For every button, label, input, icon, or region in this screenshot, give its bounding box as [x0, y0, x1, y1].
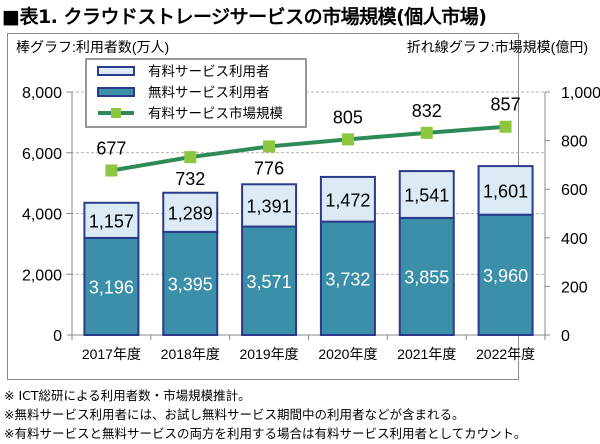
legend-free-users-label: 無料サービス利用者 [148, 85, 270, 100]
footnote-2: ※無料サービス利用者には、お試し無料サービス期間中の利用者などが含まれる。 [4, 407, 465, 422]
left-tick-label: 8,000 [22, 85, 62, 102]
market-size-marker [420, 126, 433, 139]
footnote-3: ※有料サービスと無料サービスの両方を利用する場合は有料サービス利用者としてカウン… [4, 426, 527, 441]
bar-free-users [83, 236, 140, 336]
market-size-line [111, 124, 506, 173]
bar-paid-users [319, 175, 376, 223]
right-tick-label: 200 [561, 279, 588, 296]
market-size-label: 776 [254, 158, 284, 178]
left-tick-label: 6,000 [22, 146, 62, 163]
market-size-marker [263, 140, 276, 153]
bar-paid-users [477, 165, 534, 216]
x-tick-label: 2021年度 [397, 346, 456, 362]
market-size-label: 677 [96, 138, 126, 158]
right-tick-label: 1,000 [561, 85, 600, 102]
market-size-label: 805 [333, 107, 363, 127]
x-tick-label: 2017年度 [82, 346, 141, 362]
free-users-label: 3,732 [325, 269, 370, 289]
legend-paid-users-swatch [97, 66, 135, 76]
market-size-label: 857 [491, 95, 521, 115]
right-tick-label: 400 [561, 231, 588, 248]
x-tick-label: 2018年度 [161, 346, 220, 362]
free-users-label: 3,855 [404, 267, 449, 287]
paid-users-label: 1,391 [247, 196, 292, 216]
bar-paid-users [83, 201, 140, 239]
legend-market-size-label: 有料サービス市場規模 [148, 105, 283, 121]
legend-paid-users-label: 有料サービス利用者 [148, 64, 270, 79]
right-axis-title: 折れ線グラフ:市場規模(億円) [407, 39, 588, 55]
chart-title: ■表1. クラウドストレージサービスの市場規模(個人市場) [2, 6, 487, 28]
market-size-marker [499, 120, 512, 133]
left-tick-label: 2,000 [22, 267, 62, 284]
left-axis-title: 棒グラフ:利用者数(万人) [16, 39, 169, 55]
left-tick-label: 4,000 [22, 207, 62, 224]
x-tick-label: 2019年度 [240, 346, 299, 362]
free-users-label: 3,196 [89, 277, 134, 297]
footnote-1: ※ ICT総研による利用者数・市場規模推計。 [4, 388, 251, 403]
legend-free-users-swatch [97, 87, 135, 97]
free-users-label: 3,960 [483, 266, 528, 286]
bar-free-users [398, 216, 455, 336]
market-size-marker [184, 151, 197, 164]
paid-users-label: 1,601 [483, 181, 528, 201]
paid-users-label: 1,472 [325, 190, 370, 210]
free-users-label: 3,395 [168, 274, 213, 294]
bar-free-users [319, 220, 376, 336]
right-tick-label: 800 [561, 134, 588, 151]
market-size-label: 832 [412, 101, 442, 121]
bar-paid-users [162, 191, 219, 233]
bar-paid-users [398, 170, 455, 219]
x-tick-label: 2022年度 [476, 346, 535, 362]
paid-users-label: 1,289 [168, 203, 213, 223]
market-size-marker [105, 164, 118, 177]
right-tick-label: 0 [561, 328, 570, 345]
market-size-marker [341, 133, 354, 146]
paid-users-label: 1,541 [404, 186, 449, 206]
paid-users-label: 1,157 [89, 211, 134, 231]
x-tick-label: 2020年度 [318, 346, 377, 362]
right-tick-label: 600 [561, 182, 588, 199]
bar-paid-users [241, 183, 298, 228]
left-tick-label: 0 [53, 328, 62, 345]
legend-market-size-swatch-marker [111, 108, 121, 118]
free-users-label: 3,571 [247, 272, 292, 292]
market-size-label: 732 [175, 169, 205, 189]
